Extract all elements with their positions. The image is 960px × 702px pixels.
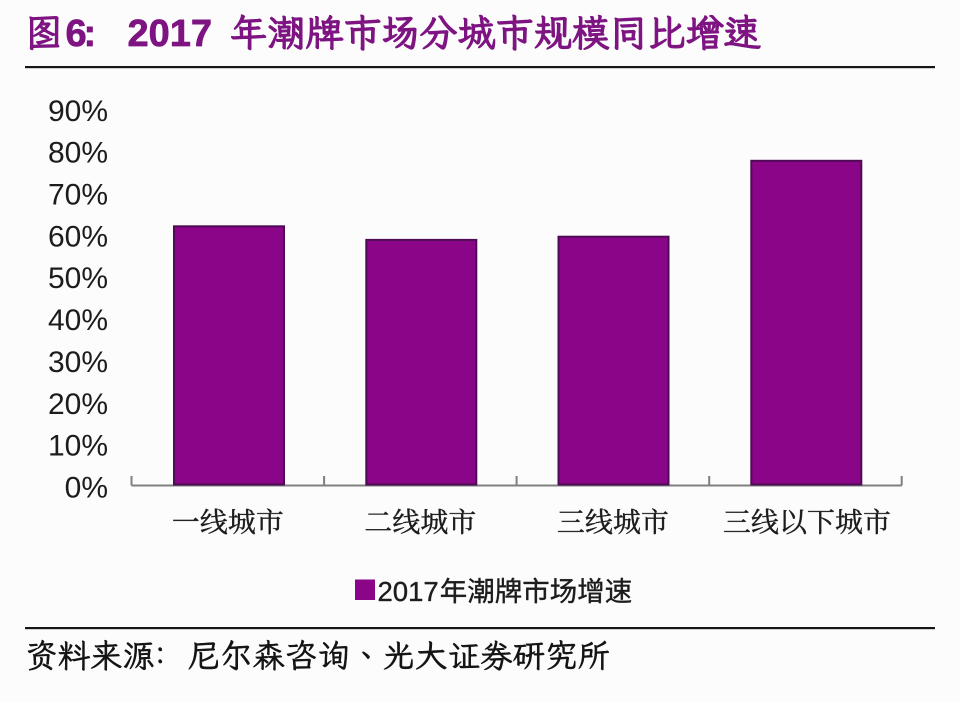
svg-text:0%: 0% — [65, 472, 108, 505]
svg-text:60%: 60% — [48, 220, 108, 253]
svg-text:80%: 80% — [48, 137, 108, 170]
svg-text:70%: 70% — [48, 179, 108, 212]
svg-text:50%: 50% — [48, 262, 108, 295]
svg-text:40%: 40% — [48, 304, 108, 337]
svg-text:90%: 90% — [48, 95, 108, 128]
svg-text:30%: 30% — [48, 346, 108, 379]
svg-text:20%: 20% — [48, 388, 108, 421]
svg-text:10%: 10% — [48, 430, 108, 463]
